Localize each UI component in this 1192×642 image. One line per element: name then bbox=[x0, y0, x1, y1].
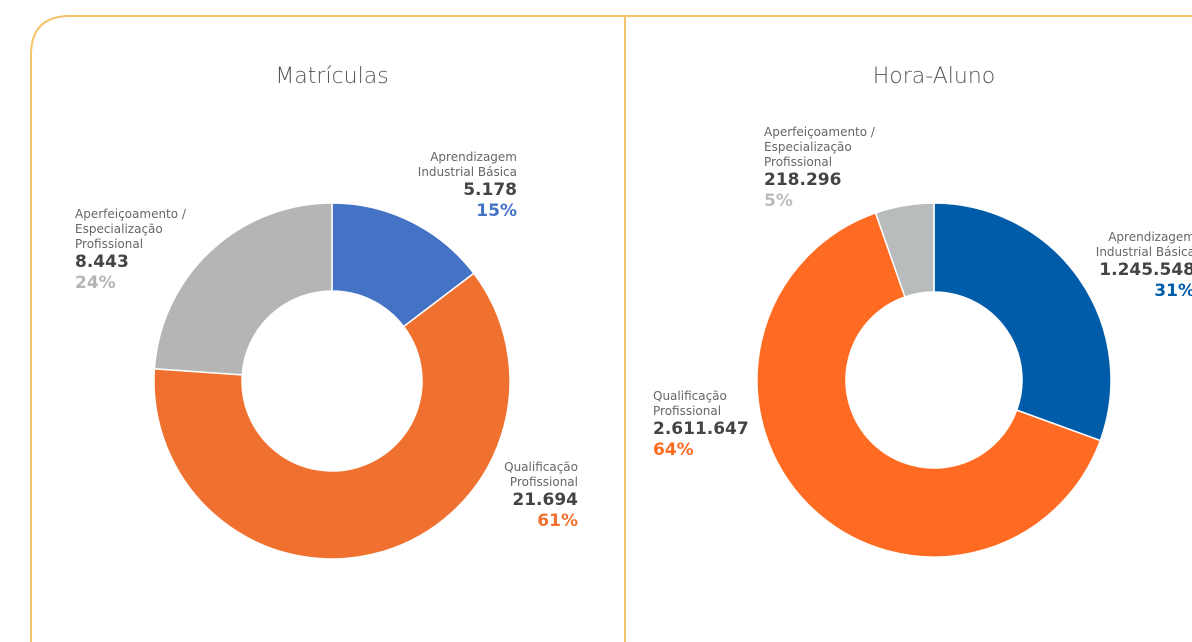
chart-title: Hora-Aluno bbox=[872, 64, 996, 89]
chart-title: Matrículas bbox=[275, 64, 389, 89]
category-label: Qualificação Profissional bbox=[653, 389, 727, 418]
percent-label: 24% bbox=[75, 273, 116, 293]
donut-slice bbox=[153, 202, 333, 376]
value-label: 218.296 bbox=[764, 170, 842, 190]
value-label: 1.245.548 bbox=[1099, 260, 1192, 280]
slice-label: Aprendizagem Industrial Básica 5.178 15% bbox=[418, 150, 517, 222]
category-label: Qualificação Profissional bbox=[504, 460, 578, 489]
value-label: 5.178 bbox=[463, 180, 517, 200]
value-label: 21.694 bbox=[512, 490, 578, 510]
slice-label: Qualificação Profissional 21.694 61% bbox=[504, 460, 578, 532]
percent-label: 5% bbox=[764, 191, 793, 211]
donut-slice bbox=[153, 272, 511, 560]
value-label: 8.443 bbox=[75, 252, 129, 272]
slice-label: Qualificação Profissional 2.611.647 64% bbox=[653, 389, 749, 461]
panel-border bbox=[30, 15, 1192, 642]
percent-label: 61% bbox=[537, 511, 578, 531]
slice-label: Aperfeiçoamento / Especialização Profiss… bbox=[75, 207, 186, 294]
percent-label: 64% bbox=[653, 440, 694, 460]
category-label: Aprendizagem Industrial Básica bbox=[1095, 230, 1192, 259]
donut-slice bbox=[874, 202, 935, 298]
category-label: Aperfeiçoamento / Especialização Profiss… bbox=[764, 125, 875, 169]
category-label: Aprendizagem Industrial Básica bbox=[417, 150, 517, 179]
slice-label: Aperfeiçoamento / Especialização Profiss… bbox=[764, 125, 875, 212]
slice-label: Aprendizagem Industrial Básica 1.245.548 3… bbox=[1096, 230, 1192, 302]
donut-slice bbox=[756, 211, 1102, 558]
percent-label: 15% bbox=[476, 201, 517, 221]
percent-label: 31% bbox=[1154, 281, 1192, 301]
category-label: Aperfeiçoamento / Especialização Profiss… bbox=[75, 207, 186, 251]
value-label: 2.611.647 bbox=[653, 419, 749, 439]
donut-slice bbox=[933, 202, 1112, 442]
